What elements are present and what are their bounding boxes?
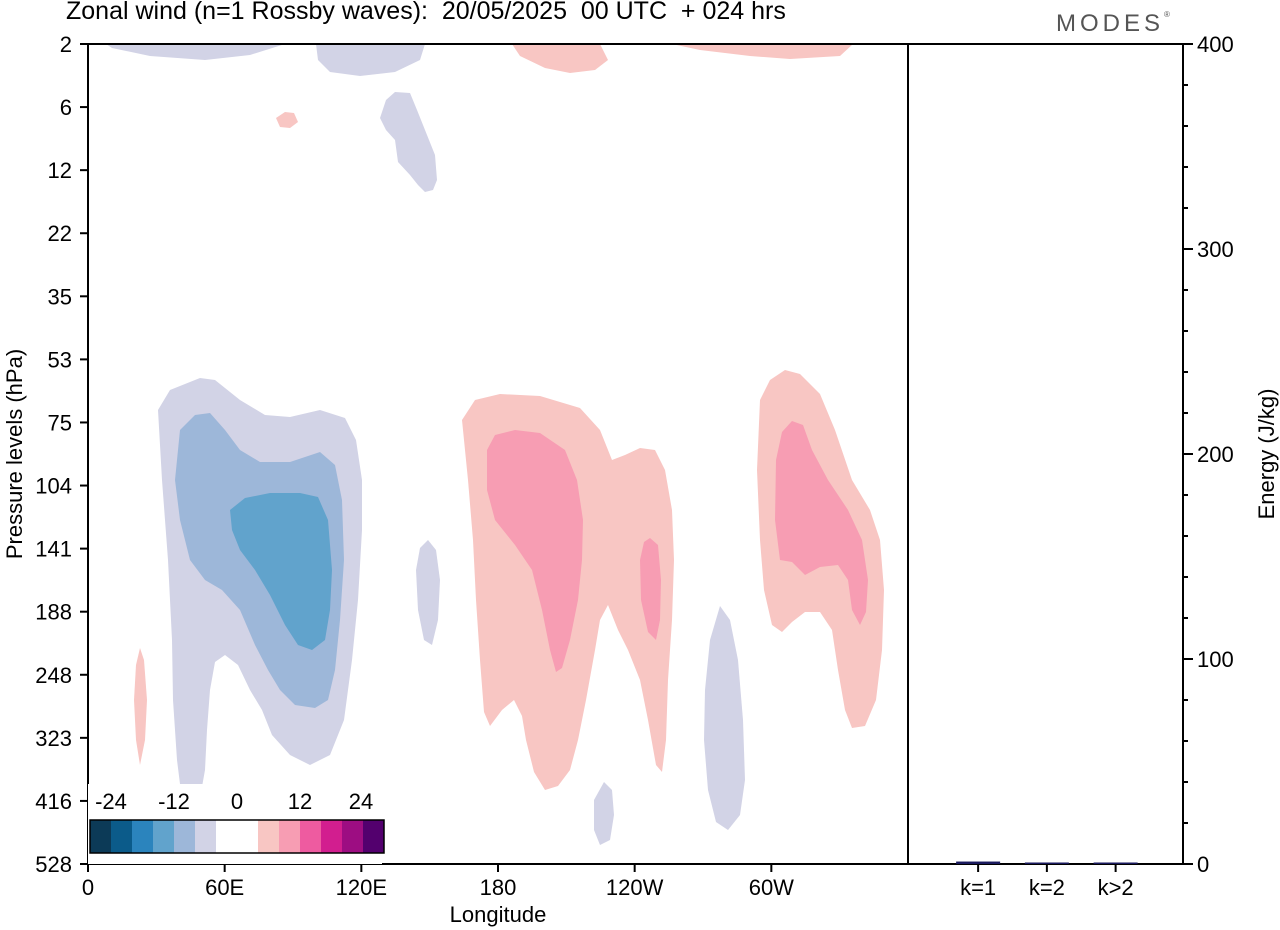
energy-tick-label: 400 <box>1197 32 1234 57</box>
colorbar-swatch <box>111 820 132 853</box>
contour-fills <box>106 44 884 845</box>
contour-pos-1-top <box>512 44 608 73</box>
contour-neg-1-top-b <box>316 44 425 76</box>
pressure-tick-label: 141 <box>35 537 72 562</box>
colorbar-swatch <box>153 820 174 853</box>
colorbar-border <box>89 819 385 854</box>
brand-text: MODES <box>1056 10 1165 37</box>
energy-axis-label: Energy (J/kg) <box>1254 389 1279 520</box>
pressure-tick-label: 6 <box>60 95 72 120</box>
energy-tick-label: 300 <box>1197 237 1234 262</box>
pressure-tick-label: 416 <box>35 789 72 814</box>
colorbar-swatch <box>195 820 216 853</box>
longitude-tick-label: 0 <box>82 875 94 900</box>
energy-category-label: k=1 <box>960 875 996 900</box>
y-axis-label: Pressure levels (hPa) <box>2 349 27 559</box>
longitude-tick-label: 60W <box>749 875 794 900</box>
colorbar-swatch <box>258 820 279 853</box>
colorbar-swatch <box>237 820 258 853</box>
colorbar-swatch <box>90 820 111 853</box>
contour-neg-3 <box>230 493 332 650</box>
longitude-tick-label: 120E <box>336 875 387 900</box>
energy-bars: k=1 k=2 k>2 <box>956 861 1138 900</box>
x-axis-label: Longitude <box>450 902 547 927</box>
contour-pos-2-sliver <box>640 538 661 640</box>
energy-bar <box>1093 862 1138 864</box>
colorbar-label: -12 <box>158 789 190 814</box>
pressure-tick-label: 188 <box>35 600 72 625</box>
contour-neg-1-plume <box>380 92 437 192</box>
energy-plot-frame <box>907 43 1184 865</box>
energy-bar <box>956 861 1001 864</box>
energy-axis: 0 100 200 300 400 <box>1183 32 1234 877</box>
contour-neg-1-tall <box>704 606 745 830</box>
pressure-tick-label: 2 <box>60 32 72 57</box>
contour-neg-1-small <box>416 540 440 645</box>
registered-mark: ® <box>1164 10 1170 19</box>
chart-title: Zonal wind (n=1 Rossby waves): 20/05/202… <box>66 0 786 25</box>
colorbar-swatch <box>342 820 363 853</box>
colorbar-swatch <box>363 820 384 853</box>
colorbar-label: 12 <box>288 789 312 814</box>
pressure-axis: 2 6 12 22 35 53 75 104 141 188 248 323 416 528 <box>35 32 88 877</box>
contour-pos-1-dot <box>276 112 298 128</box>
longitude-tick-label: 120W <box>606 875 664 900</box>
energy-category-label: k=2 <box>1029 875 1065 900</box>
colorbar-label: 0 <box>231 789 243 814</box>
modes-logo: MODES® <box>1056 10 1170 38</box>
pressure-tick-label: 248 <box>35 663 72 688</box>
contour-neg-1-top <box>106 44 285 60</box>
colorbar-swatch <box>300 820 321 853</box>
contour-pos-1-top-b <box>672 44 853 59</box>
colorbar-label: -24 <box>95 789 127 814</box>
energy-tick-label: 100 <box>1197 647 1234 672</box>
pressure-tick-label: 12 <box>48 158 72 183</box>
contour-neg-1-low <box>594 782 614 845</box>
contour-pos-1-tick <box>134 648 147 765</box>
pressure-tick-label: 75 <box>48 410 72 435</box>
colorbar-swatch <box>279 820 300 853</box>
longitude-axis: 0 60E 120E 180 120W 60W <box>82 864 794 900</box>
energy-category-label: k>2 <box>1098 875 1134 900</box>
pressure-tick-label: 104 <box>35 474 72 499</box>
colorbar-swatch <box>216 820 237 853</box>
pressure-tick-label: 35 <box>48 284 72 309</box>
longitude-tick-label: 60E <box>205 875 244 900</box>
pressure-tick-label: 22 <box>48 221 72 246</box>
pressure-tick-label: 323 <box>35 726 72 751</box>
contour-pos-2-right <box>775 421 868 625</box>
pressure-tick-label: 528 <box>35 852 72 877</box>
energy-bar <box>1024 862 1069 864</box>
colorbar-swatch <box>174 820 195 853</box>
colorbar-swatch <box>321 820 342 853</box>
contour-pos-2-main <box>487 430 583 672</box>
colorbar: -24 -12 0 12 24 <box>88 784 385 864</box>
colorbar-swatch <box>132 820 153 853</box>
energy-tick-label: 200 <box>1197 442 1234 467</box>
colorbar-label: 24 <box>349 789 373 814</box>
energy-tick-label: 0 <box>1197 852 1209 877</box>
longitude-tick-label: 180 <box>480 875 517 900</box>
pressure-tick-label: 53 <box>48 347 72 372</box>
